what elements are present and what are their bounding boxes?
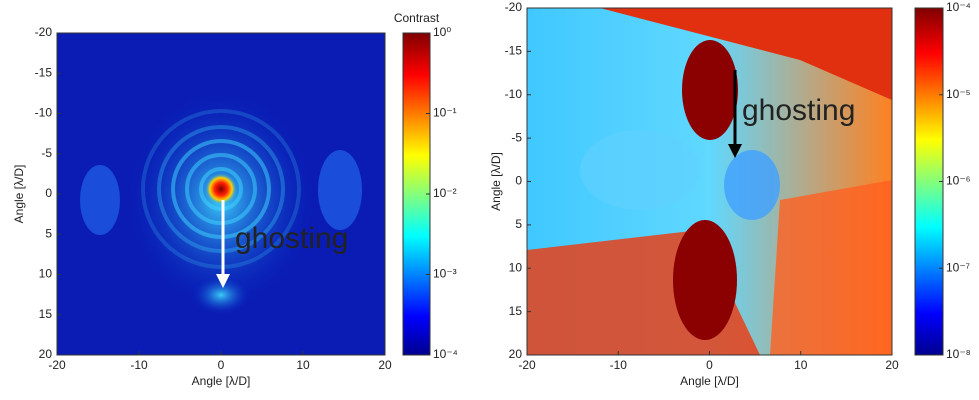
colorbar-tick-label: 10⁻⁵ xyxy=(946,87,971,101)
y-tick-label: -20 xyxy=(35,25,53,39)
y-tick-label: 5 xyxy=(45,226,52,240)
y-tick-label: 15 xyxy=(509,304,523,318)
y-tick-label: 0 xyxy=(515,174,522,188)
x-tick-label: 0 xyxy=(218,358,225,372)
arrow xyxy=(216,200,230,288)
y-tick-label: 5 xyxy=(515,217,522,231)
colorbar-tick-label: 10⁻² xyxy=(433,186,457,200)
y-tick-label: -10 xyxy=(505,87,523,101)
x-tick-label: -10 xyxy=(130,358,148,372)
y-tick-label: -15 xyxy=(505,44,523,58)
colorbar xyxy=(914,7,944,356)
colorbar-tick-label: 10⁻³ xyxy=(433,267,457,281)
colorbar-tick-label: 10⁻⁴ xyxy=(433,347,458,361)
colorbar-tick-label: 10⁻⁷ xyxy=(946,260,970,274)
annotation: ghosting xyxy=(742,94,855,127)
x-tick-label: 10 xyxy=(794,358,808,372)
x-tick-label: -10 xyxy=(610,358,628,372)
x-tick-label: 20 xyxy=(885,358,899,372)
x-tick-label: -20 xyxy=(48,358,66,372)
y-tick-label: -20 xyxy=(505,0,523,14)
x-axis-label: Angle [λ/D] xyxy=(680,374,739,388)
y-tick-label: -5 xyxy=(41,146,52,160)
x-tick-label: 10 xyxy=(296,358,310,372)
y-tick-label: 15 xyxy=(39,307,53,321)
y-tick-label: -15 xyxy=(35,65,53,79)
heatmap-image xyxy=(527,8,892,355)
colorbar-tick-label: 10⁰ xyxy=(433,25,451,39)
y-tick-label: 20 xyxy=(509,347,523,361)
x-tick-label: 20 xyxy=(378,358,392,372)
x-axis-label: Angle [λ/D] xyxy=(192,374,251,388)
x-tick-label: -20 xyxy=(518,358,536,372)
x-tick-label: 0 xyxy=(706,358,713,372)
y-axis-label: Angle [λ/D] xyxy=(489,152,503,211)
colorbar-tick-label: 10⁻⁸ xyxy=(946,347,971,361)
y-tick-label: 20 xyxy=(39,347,53,361)
annotation: ghosting xyxy=(235,222,348,255)
arrow xyxy=(728,70,742,158)
heatmap-image xyxy=(57,33,385,355)
y-tick-label: -5 xyxy=(511,130,522,144)
colorbar-label: Contrast xyxy=(394,11,440,25)
y-axis-label: Angle [λ/D] xyxy=(12,165,26,224)
colorbar-tick-label: 10⁻⁶ xyxy=(946,174,971,188)
colorbar-tick-label: 10⁻⁴ xyxy=(946,0,971,14)
y-tick-label: 0 xyxy=(45,186,52,200)
colorbar xyxy=(402,32,431,356)
colorbar-tick-label: 10⁻¹ xyxy=(433,106,457,120)
y-tick-label: -10 xyxy=(35,106,53,120)
y-tick-label: 10 xyxy=(39,267,53,281)
y-tick-label: 10 xyxy=(509,260,523,274)
